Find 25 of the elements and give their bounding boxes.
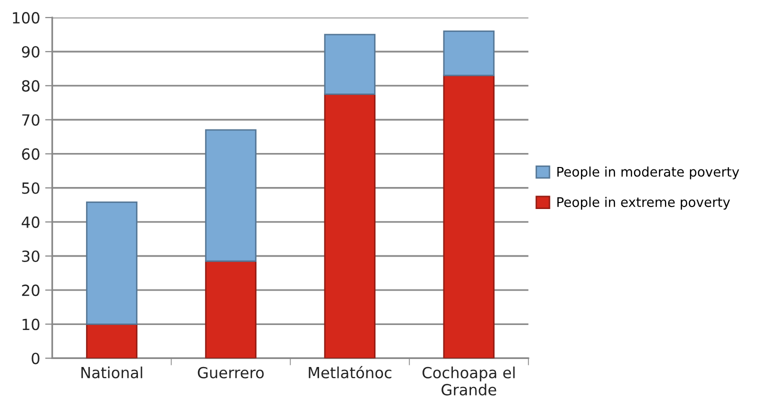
bar xyxy=(86,323,138,358)
bar xyxy=(324,34,376,95)
legend-label: People in moderate poverty xyxy=(557,166,740,180)
y-tick-label: 50 xyxy=(22,182,40,194)
y-tick-label: 70 xyxy=(22,114,40,126)
bar xyxy=(324,94,376,358)
x-tick-label: Cochoapa el Grande xyxy=(422,366,515,396)
bar xyxy=(86,202,138,325)
legend-label: People in extreme poverty xyxy=(557,196,730,210)
bar xyxy=(205,260,256,358)
y-tick-label: 90 xyxy=(22,46,40,58)
y-tick-label: 0 xyxy=(32,352,40,364)
y-tick-label: 20 xyxy=(22,284,40,296)
y-tick-label: 10 xyxy=(22,318,40,330)
bar xyxy=(443,30,495,76)
bar xyxy=(443,74,495,358)
x-tick-label: Guerrero xyxy=(198,366,264,378)
x-tick-label: Metlatónoc xyxy=(308,366,392,378)
y-tick-label: 30 xyxy=(22,250,40,262)
y-tick-label: 60 xyxy=(22,148,40,160)
y-tick-label: 80 xyxy=(22,80,40,92)
bar xyxy=(205,129,256,262)
y-tick-label: 40 xyxy=(22,216,40,228)
x-tick-label: National xyxy=(81,366,142,378)
y-tick-label: 100 xyxy=(12,12,40,24)
